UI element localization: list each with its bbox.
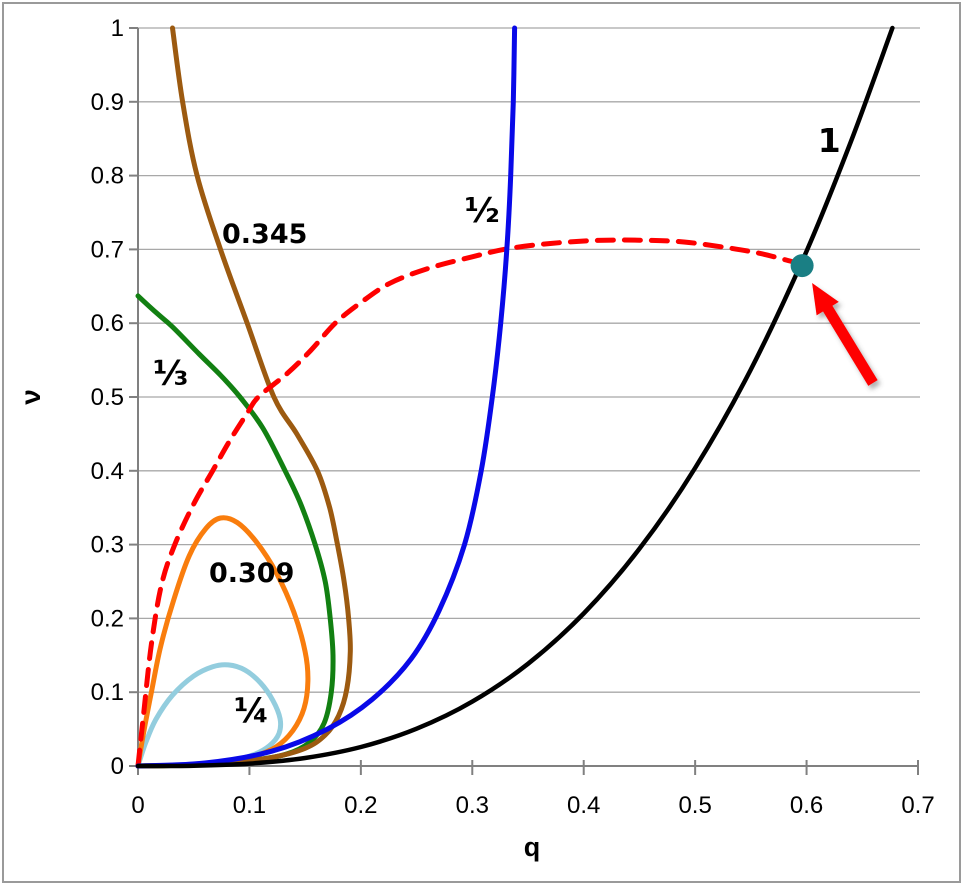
y-tick-label: 0.1 <box>91 679 124 706</box>
y-axis-title: ν <box>15 389 46 405</box>
y-tick-label: 0.6 <box>91 310 124 337</box>
y-tick-label: 0.3 <box>91 532 124 559</box>
y-tick-label: 0.4 <box>91 458 124 485</box>
y-tick-label: 0.9 <box>91 89 124 116</box>
curve-label-one: 1 <box>818 121 841 160</box>
curve-p345 <box>135 25 353 769</box>
y-tick-label: 1 <box>111 15 124 42</box>
x-tick-label: 0.4 <box>567 792 600 819</box>
data-point-marker <box>790 254 814 278</box>
y-tick-label: 0.8 <box>91 163 124 190</box>
x-tick-label: 0.3 <box>456 792 489 819</box>
x-axis-title: q <box>524 832 541 862</box>
curve-label-half: ½ <box>464 191 499 231</box>
y-tick-label: 0 <box>111 753 124 780</box>
x-tick-label: 0 <box>131 792 144 819</box>
y-tick-label: 0.5 <box>91 384 124 411</box>
arrow-head-icon <box>812 283 839 316</box>
x-tick-label: 0.1 <box>233 792 266 819</box>
figure-border <box>2 2 961 883</box>
y-tick-label: 0.2 <box>91 605 124 632</box>
curve-label-third: ⅓ <box>153 354 188 394</box>
curve-label-quarter: ¼ <box>234 691 269 731</box>
curve-locus <box>135 237 796 769</box>
curve-label-p345: 0.345 <box>222 219 307 250</box>
curve-half <box>135 25 518 769</box>
annotation-arrow <box>812 283 878 386</box>
curve-label-p309: 0.309 <box>209 558 294 589</box>
x-tick-label: 0.5 <box>678 792 711 819</box>
x-tick-label: 0.2 <box>344 792 377 819</box>
curve-one <box>135 25 895 769</box>
x-tick-label: 0.6 <box>790 792 823 819</box>
x-tick-label: 0.7 <box>901 792 934 819</box>
arrow-shaft <box>819 300 878 386</box>
y-tick-label: 0.7 <box>91 236 124 263</box>
